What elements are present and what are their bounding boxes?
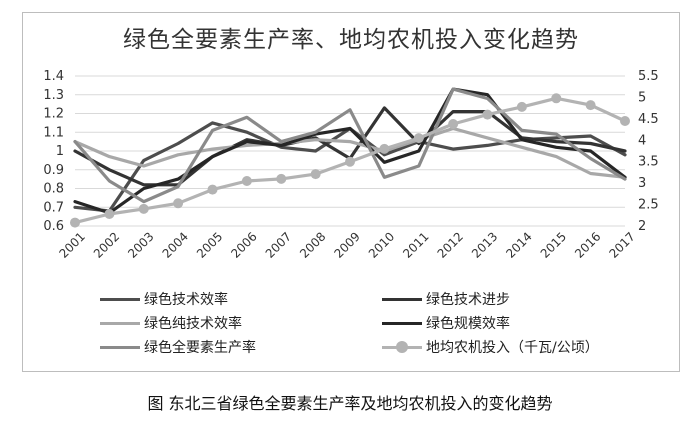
right-tick-label: 5.5 xyxy=(638,69,659,84)
series-point-5 xyxy=(413,133,424,144)
series-point-5 xyxy=(345,156,355,167)
right-tick-label: 2.5 xyxy=(638,198,659,213)
x-tick-label: 2010 xyxy=(366,229,397,260)
legend-item: 绿色全要素生产率 xyxy=(100,336,256,358)
right-tick-label: 3 xyxy=(638,176,646,191)
left-tick-label: 0.8 xyxy=(43,182,64,197)
left-tick-label: 0.7 xyxy=(43,200,64,215)
legend-swatch xyxy=(382,312,422,334)
legend-label: 绿色全要素生产率 xyxy=(144,340,256,356)
left-tick-label: 1.3 xyxy=(43,88,64,103)
x-tick-label: 2005 xyxy=(194,229,225,260)
series-point-5 xyxy=(70,217,80,228)
legend-item: 绿色规模效率 xyxy=(382,312,510,334)
x-tick-label: 2006 xyxy=(228,229,259,260)
left-tick-label: 1 xyxy=(56,144,64,159)
x-tick-label: 2011 xyxy=(400,229,431,260)
right-tick-label: 5 xyxy=(638,90,646,105)
legend-label: 绿色规模效率 xyxy=(426,316,510,332)
legend-item: 地均农机投入（千瓦/公顷） xyxy=(382,336,599,358)
x-tick-label: 2016 xyxy=(572,229,603,260)
legend-swatch xyxy=(382,288,422,310)
x-tick-label: 2013 xyxy=(469,229,500,260)
left-tick-label: 1.1 xyxy=(43,125,64,140)
legend-label: 地均农机投入（千瓦/公顷） xyxy=(426,340,599,356)
right-tick-label: 4.5 xyxy=(638,112,659,127)
series-point-5 xyxy=(276,173,287,184)
x-tick-label: 2015 xyxy=(538,229,569,260)
series-point-5 xyxy=(173,198,184,209)
x-tick-label: 2012 xyxy=(435,229,466,260)
series-lines xyxy=(70,87,630,228)
series-line-0 xyxy=(73,121,627,213)
x-tick-label: 2008 xyxy=(297,229,328,260)
x-tick-label: 2007 xyxy=(263,229,294,260)
series-point-5 xyxy=(482,109,493,120)
x-tick-label: 2017 xyxy=(606,229,637,260)
series-point-5 xyxy=(310,169,321,180)
series-point-5 xyxy=(516,101,527,112)
series-line-3 xyxy=(73,87,627,215)
legend-item: 绿色技术进步 xyxy=(382,288,510,310)
x-tick-label: 2009 xyxy=(331,229,362,260)
left-tick-label: 1.4 xyxy=(43,69,64,84)
legend-swatch xyxy=(100,336,140,358)
series-point-5 xyxy=(620,116,630,126)
series-point-5 xyxy=(104,209,115,219)
legend-item: 绿色纯技术效率 xyxy=(100,312,242,334)
x-tick-label: 2003 xyxy=(125,229,156,260)
grid-lines xyxy=(75,75,625,227)
series-line-1 xyxy=(73,106,627,187)
x-axis-ticks: 2001 2002 2003 2004 2005 2006 2007 2008 2009 2010… xyxy=(56,229,637,260)
right-axis-ticks: 2 2.5 3 3.5 4 4.5 5 5.5 xyxy=(638,69,659,234)
left-tick-label: 0.6 xyxy=(43,219,64,234)
legend-label: 绿色技术进步 xyxy=(426,292,510,308)
chart-frame xyxy=(22,12,680,372)
right-tick-label: 3.5 xyxy=(638,155,659,170)
left-tick-label: 1.2 xyxy=(43,107,64,122)
legend-swatch xyxy=(100,312,140,334)
chart-title: 绿色全要素生产率、地均农机投入变化趋势 xyxy=(123,27,579,53)
right-tick-label: 2 xyxy=(638,219,646,234)
series-point-5 xyxy=(551,93,562,104)
legend-label: 绿色纯技术效率 xyxy=(144,316,242,332)
right-tick-label: 4 xyxy=(638,133,646,148)
series-point-5 xyxy=(241,176,252,186)
left-axis-ticks: 0.6 0.7 0.8 0.9 1 1.1 1.2 1.3 1.4 xyxy=(43,69,64,234)
figure-caption: 图 东北三省绿色全要素生产率及地均农机投入的变化趋势 xyxy=(147,394,553,413)
legend-item: 绿色技术效率 xyxy=(100,288,228,310)
series-point-5 xyxy=(448,119,459,129)
series-point-5 xyxy=(379,143,390,154)
legend-label: 绿色技术效率 xyxy=(144,292,228,308)
series-point-5 xyxy=(207,184,218,195)
left-tick-label: 0.9 xyxy=(43,163,64,178)
x-tick-label: 2001 xyxy=(56,229,87,260)
legend: 绿色技术效率 绿色技术进步绿色纯技术效率 绿色规模效率绿色全要素生产率 地均农机投入（… xyxy=(100,288,660,360)
legend-swatch xyxy=(100,288,140,310)
series-line-4 xyxy=(73,87,627,204)
series-line-2 xyxy=(73,126,627,179)
x-tick-label: 2014 xyxy=(503,229,534,260)
legend-swatch xyxy=(382,336,422,358)
x-tick-label: 2002 xyxy=(91,229,122,260)
series-point-5 xyxy=(138,203,149,214)
series-point-5 xyxy=(585,100,596,111)
x-tick-label: 2004 xyxy=(160,229,191,260)
